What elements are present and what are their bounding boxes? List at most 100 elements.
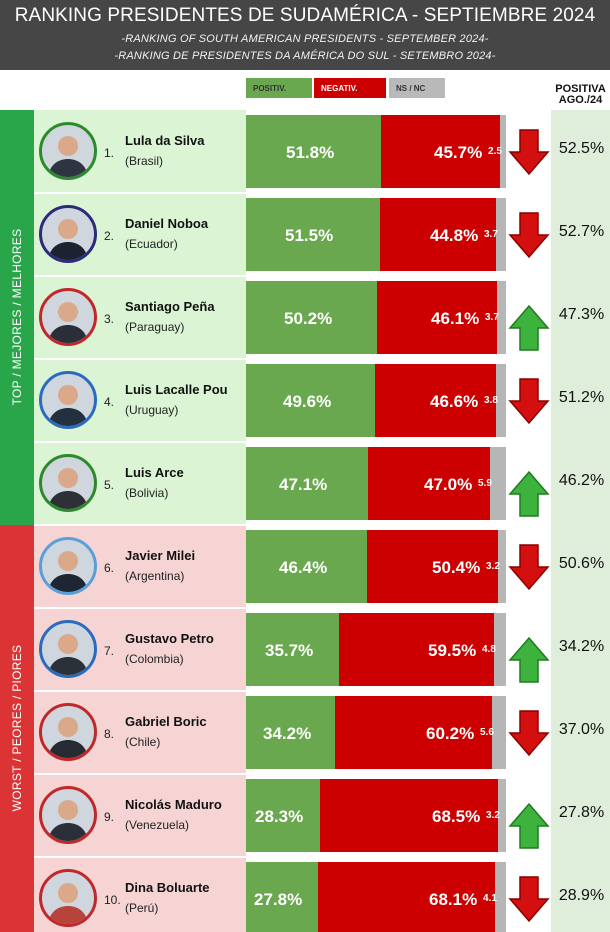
bar-negative (377, 281, 497, 354)
positive-value-label: 50.2% (284, 309, 333, 328)
ns-value-label: 3.7 (484, 229, 498, 240)
president-name: Santiago Peña (125, 299, 215, 314)
president-name: Luis Lacalle Pou (125, 382, 228, 397)
stacked-bar: 51.8% 45.7% 2.5 (246, 115, 506, 188)
stacked-bar: 35.7% 59.5% 4.8 (246, 613, 506, 686)
arrow-down-icon (508, 378, 550, 425)
portrait-body (48, 408, 88, 426)
president-portrait (39, 537, 97, 595)
positive-value-label: 35.7% (265, 641, 314, 660)
row-divider (34, 773, 551, 775)
president-name: Javier Milei (125, 548, 196, 563)
ns-value-label: 3.2 (486, 810, 500, 821)
portrait-figure-icon (48, 717, 88, 758)
ranking-row: 10. Dina Boluarte (Perú) 27.8% 68.1% 4.1 28.9% (0, 859, 610, 932)
trend-arrow-shape (508, 470, 550, 517)
president-country: (Argentina) (125, 569, 185, 583)
previous-month-positive: 52.7% (558, 223, 605, 240)
bar-positive (246, 198, 380, 271)
president-portrait (39, 786, 97, 844)
president-portrait (39, 620, 97, 678)
subtitle-english: -RANKING OF SOUTH AMERICAN PRESIDENTS - … (121, 33, 489, 45)
positive-value-label: 34.2% (263, 724, 312, 743)
bar-positive (246, 115, 381, 188)
ranking-row: 7. Gustavo Petro (Colombia) 35.7% 59.5% 4.8 34… (0, 610, 610, 693)
negative-value-label: 47.0% (424, 475, 473, 494)
president-country: (Brasil) (125, 154, 163, 168)
trend-arrow-shape (508, 636, 550, 683)
president-name: Daniel Noboa (125, 216, 209, 231)
trend-arrow-shape (508, 544, 550, 591)
arrow-down-icon (508, 710, 550, 757)
stacked-bar: 34.2% 60.2% 5.6 (246, 696, 506, 769)
bar-positive (246, 613, 339, 686)
rank-number: 1. (104, 146, 115, 160)
portrait-head (58, 385, 78, 405)
ranking-row: 2. Daniel Noboa (Ecuador) 51.5% 44.8% 3.7 52.7… (0, 195, 610, 278)
ranking-row: 1. Lula da Silva (Brasil) 51.8% 45.7% 2.5 52.5… (0, 112, 610, 195)
president-country: (Colombia) (125, 652, 184, 666)
bar-positive (246, 862, 318, 932)
row-divider (34, 192, 551, 194)
ns-value-label: 5.6 (480, 727, 494, 738)
subtitle-portuguese: -RANKING DE PRESIDENTES DA AMÉRICA DO SU… (114, 50, 496, 62)
president-name: Lula da Silva (125, 133, 205, 148)
row-divider (34, 856, 551, 858)
portrait-figure-icon (48, 385, 88, 426)
arrow-up-icon (508, 636, 550, 683)
positive-value-label: 27.8% (254, 890, 303, 909)
portrait-head (58, 634, 78, 654)
trend-arrow-shape (508, 304, 550, 351)
ns-value-label: 3.7 (485, 312, 499, 323)
previous-header-line1: POSITIVA (555, 83, 606, 95)
portrait-body (48, 906, 88, 924)
ns-value-label: 2.5 (488, 146, 502, 157)
president-country: (Venezuela) (125, 818, 190, 832)
positive-value-label: 28.3% (255, 807, 304, 826)
stacked-bar: 49.6% 46.6% 3.8 (246, 364, 506, 437)
rank-number: 9. (104, 810, 115, 824)
president-name: Gustavo Petro (125, 631, 214, 646)
ns-value-label: 3.8 (484, 395, 498, 406)
trend-arrow-shape (508, 129, 550, 176)
portrait-body (48, 325, 88, 343)
bar-positive (246, 364, 375, 437)
bar-negative (335, 696, 492, 769)
portrait-figure-icon (48, 302, 88, 343)
row-divider (34, 690, 551, 692)
bar-positive (246, 281, 377, 354)
president-country: (Perú) (125, 901, 159, 915)
arrow-down-icon (508, 876, 550, 923)
row-divider (34, 524, 551, 526)
bar-positive (246, 447, 368, 520)
ranking-row: 6. Javier Milei (Argentina) 46.4% 50.4% 3.2 50… (0, 527, 610, 610)
previous-month-positive: 34.2% (558, 638, 605, 655)
legend-ns: NS / NC (389, 78, 445, 98)
portrait-head (58, 717, 78, 737)
stacked-bar: 50.2% 46.1% 3.7 (246, 281, 506, 354)
portrait-head (58, 219, 78, 239)
president-name: Luis Arce (125, 465, 184, 480)
rank-number: 10. (104, 893, 121, 907)
president-portrait (39, 371, 97, 429)
arrow-down-icon (508, 544, 550, 591)
previous-month-positive: 51.2% (558, 389, 605, 406)
trend-arrow-shape (508, 802, 550, 849)
rank-number: 7. (104, 644, 115, 658)
negative-value-label: 46.1% (431, 309, 480, 328)
portrait-body (48, 242, 88, 260)
portrait-body (48, 159, 88, 177)
president-name: Gabriel Boric (125, 714, 207, 729)
portrait-figure-icon (48, 219, 88, 260)
arrow-up-icon (508, 304, 550, 351)
previous-header-line2: AGO./24 (558, 94, 603, 106)
portrait-figure-icon (48, 551, 88, 592)
portrait-head (58, 551, 78, 571)
negative-value-label: 68.5% (432, 807, 481, 826)
row-divider (34, 607, 551, 609)
ranking-row: 8. Gabriel Boric (Chile) 34.2% 60.2% 5.6 37.0% (0, 693, 610, 776)
bar-positive (246, 779, 320, 852)
portrait-body (48, 823, 88, 841)
portrait-figure-icon (48, 136, 88, 177)
previous-month-positive: 28.9% (558, 887, 605, 904)
